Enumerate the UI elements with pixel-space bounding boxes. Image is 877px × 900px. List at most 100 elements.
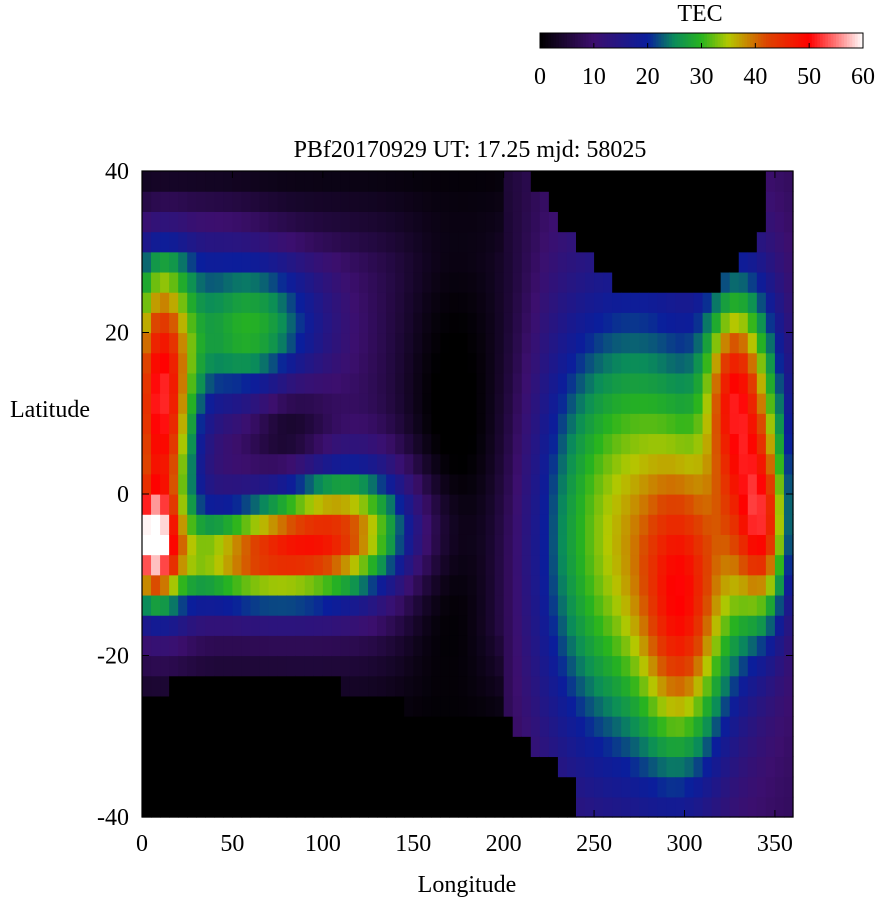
heatmap-cell: [702, 251, 713, 273]
heatmap-cell: [214, 372, 224, 394]
heatmap-cell: [386, 635, 396, 657]
heatmap-cell: [648, 393, 658, 414]
heatmap-cell: [313, 736, 324, 758]
heatmap-cell: [349, 231, 360, 253]
heatmap-cell: [684, 615, 695, 636]
heatmap-cell: [268, 514, 279, 535]
heatmap-cell: [548, 312, 559, 334]
heatmap-cell: [241, 453, 252, 475]
heatmap-cell: [512, 413, 523, 435]
heatmap-cell: [395, 494, 405, 515]
heatmap-cell: [485, 695, 496, 717]
heatmap-cell: [530, 473, 541, 495]
heatmap-cell: [151, 433, 161, 455]
heatmap-cell: [530, 695, 541, 717]
heatmap-cell: [377, 211, 387, 233]
heatmap-cell: [286, 615, 297, 636]
heatmap-cell: [142, 433, 152, 455]
heatmap-cell: [377, 695, 387, 717]
heatmap-cell: [494, 514, 505, 535]
heatmap-cell: [512, 796, 523, 818]
heatmap-cell: [359, 191, 369, 212]
heatmap-cell: [576, 756, 586, 778]
heatmap-cell: [277, 615, 288, 636]
heatmap-cell: [169, 473, 179, 495]
heatmap-cell: [720, 574, 731, 596]
heatmap-cell: [151, 211, 161, 233]
heatmap-cell: [648, 312, 658, 334]
heatmap-cell: [711, 615, 722, 636]
heatmap-cell: [539, 695, 550, 717]
heatmap-cell: [774, 554, 785, 576]
heatmap-cell: [196, 796, 206, 818]
heatmap-cell: [286, 413, 297, 435]
heatmap-cell: [539, 352, 550, 374]
heatmap-cell: [259, 756, 270, 778]
heatmap-cell: [413, 292, 423, 313]
heatmap-cell: [431, 675, 441, 697]
heatmap-cell: [259, 655, 270, 677]
heatmap-cell: [512, 231, 523, 253]
heatmap-cell: [711, 251, 722, 273]
heatmap-cell: [476, 211, 487, 233]
heatmap-cell: [657, 312, 668, 334]
heatmap-cell: [557, 433, 568, 455]
heatmap-cell: [503, 433, 514, 455]
heatmap-cell: [585, 393, 595, 414]
heatmap-cell: [702, 171, 713, 192]
heatmap-cell: [585, 453, 595, 475]
heatmap-cell: [675, 312, 686, 334]
heatmap-cell: [286, 433, 297, 455]
heatmap-cell: [440, 776, 451, 798]
heatmap-cell: [187, 574, 197, 596]
heatmap-cell: [630, 554, 640, 576]
heatmap-cell: [521, 534, 532, 556]
heatmap-cell: [657, 231, 668, 253]
heatmap-cell: [747, 292, 758, 313]
heatmap-cell: [241, 716, 252, 737]
heatmap-cell: [747, 494, 758, 515]
heatmap-cell: [521, 796, 532, 818]
heatmap-cell: [603, 171, 613, 192]
heatmap-cell: [729, 574, 740, 596]
heatmap-cell: [449, 433, 460, 455]
heatmap-cell: [594, 494, 604, 515]
colorbar-segment: [771, 33, 775, 48]
heatmap-cell: [512, 534, 523, 556]
heatmap-cell: [494, 695, 505, 717]
heatmap-cell: [349, 453, 360, 475]
heatmap-cell: [756, 514, 767, 535]
heatmap-cell: [205, 494, 215, 515]
heatmap-cell: [295, 453, 306, 475]
heatmap-cell: [232, 635, 243, 657]
colorbar-segment: [685, 33, 689, 48]
heatmap-cell: [639, 171, 649, 192]
heatmap-cell: [322, 231, 333, 253]
heatmap-cell: [521, 453, 532, 475]
heatmap-cell: [395, 433, 405, 455]
heatmap-cell: [530, 675, 541, 697]
heatmap-cell: [277, 695, 288, 717]
heatmap-cell: [548, 695, 559, 717]
heatmap-cell: [214, 332, 224, 354]
heatmap-cell: [178, 433, 188, 455]
heatmap-cell: [286, 675, 297, 697]
heatmap-cell: [693, 191, 704, 212]
heatmap-cell: [196, 271, 206, 293]
colorbar-segment: [790, 33, 794, 48]
heatmap-cell: [702, 635, 713, 657]
heatmap-cell: [377, 675, 387, 697]
heatmap-cell: [576, 251, 586, 273]
heatmap-cell: [178, 292, 188, 313]
heatmap-cell: [747, 171, 758, 192]
heatmap-cell: [187, 191, 197, 212]
heatmap-cell: [512, 473, 523, 495]
heatmap-cell: [386, 393, 396, 414]
heatmap-cell: [386, 554, 396, 576]
heatmap-cell: [576, 271, 586, 293]
heatmap-cell: [196, 433, 206, 455]
heatmap-cell: [503, 332, 514, 354]
heatmap-cell: [431, 494, 441, 515]
heatmap-cell: [160, 352, 170, 374]
heatmap-cell: [214, 494, 224, 515]
